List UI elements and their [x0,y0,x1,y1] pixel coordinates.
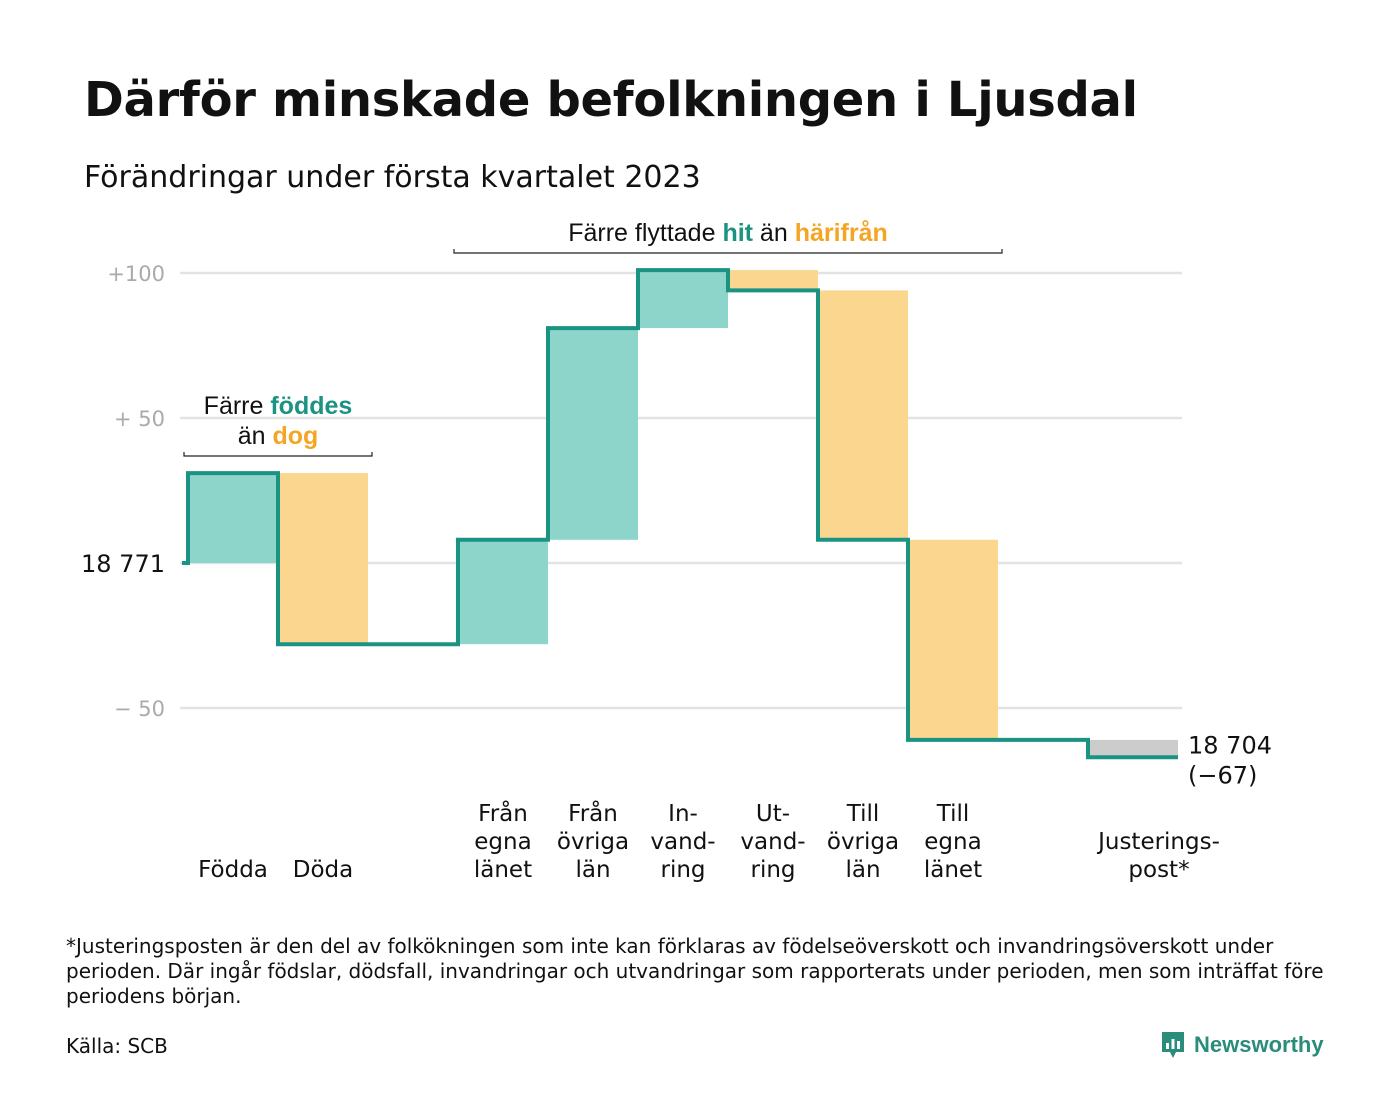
end-change-label: (−67) [1188,761,1257,789]
category-label: egna [474,829,531,855]
annotation-text: Färre flyttade hit än härifrån [568,219,888,247]
category-label: vand- [740,829,805,855]
category-label: länet [924,857,982,883]
category-label: ring [660,857,705,883]
annotation-segment: än [753,219,795,247]
annotation-segment: Färre flyttade [568,219,722,247]
y-tick-label: + 50 [114,407,165,431]
category-label: Från [478,799,528,827]
annotation-text: Färre föddes [204,392,353,420]
category-label: egna [924,829,981,855]
category-label: Ut- [756,801,790,827]
bar-inflow [189,473,278,563]
annotation-segment: än [238,422,273,450]
y-tick-label: +100 [107,262,165,286]
category-label: övriga [827,829,899,855]
brand-name: Newsworthy [1194,1032,1324,1057]
category-label: Döda [293,857,353,883]
category-label: In- [668,801,698,827]
annotation-bracket [183,452,373,457]
annotation-segment: Färre [204,392,271,420]
category-label: län [845,857,880,883]
footnote: *Justeringsposten är den del av folkökni… [66,934,1324,1008]
category-label: Födda [198,857,268,883]
category-label: länet [474,857,532,883]
category-label: Till [846,801,880,827]
annotation-bracket [453,249,1003,254]
bar-inflow [459,539,548,645]
category-label: ring [750,857,795,883]
waterfall-step-line [182,268,1178,760]
annotation-segment: härifrån [795,219,888,247]
y-tick-label: − 50 [114,697,165,721]
brand: Newsworthy [1160,1030,1324,1060]
annotation-segment: hit [722,219,753,247]
bar-outflow [729,270,818,291]
source-note: Källa: SCB [66,1034,168,1058]
category-label: post* [1128,857,1189,883]
bar-outflow [819,290,908,540]
category-label: Till [936,801,970,827]
bar-inflow [549,328,638,540]
annotation-segment: dog [272,422,318,450]
category-label: vand- [650,829,715,855]
bar-outflow [279,473,368,645]
category-label: Från [568,799,618,827]
waterfall-chart: +100 + 50 18 771 − 50 18 704(−67) Födda Döda F… [81,219,1272,883]
category-label: Justerings- [1096,829,1220,855]
y-tick-label: 18 771 [81,550,165,578]
category-label: övriga [557,829,629,855]
chart-subtitle: Förändringar under första kvartalet 2023 [84,160,701,195]
category-label: län [575,857,610,883]
bar-adjustment [1089,739,1178,758]
newsworthy-logo-icon [1162,1032,1184,1058]
chart-title: Därför minskade befolkningen i Ljusdal [84,72,1138,128]
bar-outflow [909,539,998,740]
bar-inflow [639,270,728,329]
end-value-label: 18 704 [1188,731,1272,759]
annotation-segment: föddes [270,392,352,420]
annotation-text: än dog [238,422,319,450]
